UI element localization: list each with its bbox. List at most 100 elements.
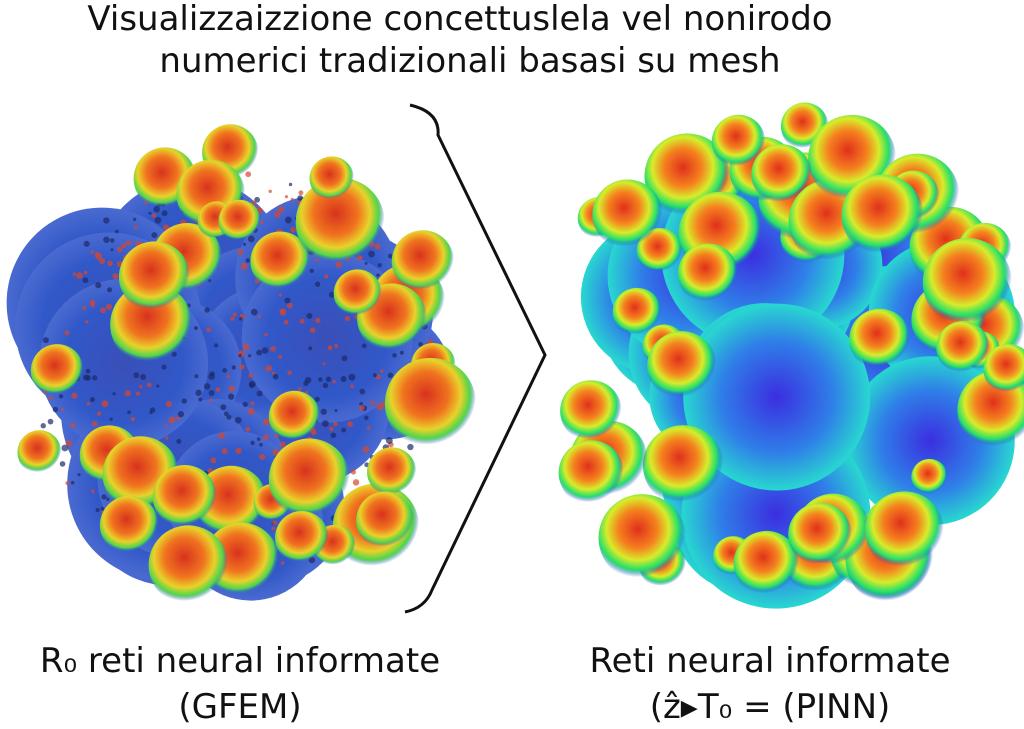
mesh-dot — [341, 355, 348, 362]
mesh-dot — [329, 426, 334, 432]
mesh-dot — [362, 446, 370, 453]
mesh-dot — [230, 316, 235, 321]
lobe — [250, 231, 311, 292]
lobe — [275, 510, 329, 565]
mesh-dot — [109, 417, 113, 421]
mesh-dot — [334, 408, 338, 413]
mesh-dot — [116, 246, 123, 253]
lobe — [17, 430, 62, 475]
title-line: numerici tradizionali basasi su mesh — [159, 41, 780, 81]
mesh-dot — [242, 401, 248, 408]
mesh-dot — [96, 411, 102, 416]
mesh-dot — [237, 249, 244, 256]
mesh-dot — [330, 432, 337, 439]
mesh-dot — [177, 411, 185, 418]
mesh-dot — [198, 397, 203, 402]
mesh-dot — [245, 426, 251, 432]
mesh-dot — [149, 410, 153, 415]
mesh-dot — [334, 344, 339, 348]
mesh-dot — [42, 337, 49, 344]
lobe — [391, 230, 454, 293]
mesh-dot — [133, 217, 137, 221]
lobe — [295, 177, 385, 267]
panel-label: (GFEM) — [178, 687, 301, 727]
mesh-dot — [83, 240, 90, 247]
lobe — [218, 199, 261, 243]
mesh-dot — [91, 421, 98, 427]
mesh-dot — [95, 252, 103, 260]
mesh-dot — [387, 253, 393, 259]
mesh-dot — [333, 422, 338, 427]
mesh-dot — [168, 416, 176, 424]
mesh-dot — [359, 401, 364, 406]
mesh-dot — [125, 240, 132, 246]
lobe — [647, 331, 717, 401]
lobe — [309, 156, 354, 201]
mesh-dot — [59, 461, 66, 467]
mesh-dot — [278, 354, 283, 359]
mesh-dot — [151, 213, 157, 218]
mesh-dot — [85, 368, 91, 374]
mesh-dot — [242, 343, 250, 351]
mesh-dot — [176, 438, 182, 444]
mesh-dot — [133, 372, 140, 379]
lobe — [911, 458, 948, 496]
mesh-dot — [364, 415, 369, 421]
lobe — [936, 321, 990, 375]
mesh-dot — [92, 375, 98, 381]
mesh-dot — [101, 400, 109, 408]
mesh-dot — [112, 392, 116, 396]
mesh-dot — [322, 362, 326, 366]
lobe — [99, 495, 159, 555]
mesh-dot — [304, 390, 309, 395]
lobe — [983, 343, 1024, 395]
mesh-dot — [377, 263, 382, 268]
mesh-dot — [95, 282, 102, 289]
mesh-dot — [248, 380, 256, 388]
mesh-dot — [70, 422, 76, 428]
mesh-dot — [277, 206, 285, 213]
mesh-dot — [135, 391, 141, 396]
mesh-dot — [101, 494, 107, 500]
mesh-dot — [176, 416, 181, 421]
mesh-dot — [288, 182, 293, 187]
mesh-dot — [208, 390, 215, 396]
mesh-dot — [65, 439, 73, 447]
lobe — [865, 491, 944, 571]
lobe — [751, 144, 812, 205]
mesh-dot — [350, 384, 354, 389]
mesh-dot — [256, 437, 261, 441]
mesh-dot — [385, 437, 393, 444]
mesh-dot — [320, 408, 327, 415]
mesh-dot — [121, 243, 127, 249]
mesh-dot — [100, 506, 105, 511]
mesh-dot — [341, 427, 347, 433]
mesh-dot — [327, 345, 333, 351]
mesh-dot — [306, 312, 313, 319]
mesh-dot — [261, 347, 269, 354]
mesh-dot — [284, 297, 291, 304]
mesh-dot — [77, 473, 81, 477]
mesh-dot — [318, 377, 323, 382]
mesh-dot — [130, 416, 136, 422]
lobe — [849, 308, 911, 371]
mesh-dot — [297, 195, 303, 201]
mesh-dot — [328, 291, 336, 298]
panel-label: (ẑ▸T₀ = (PINN) — [650, 687, 891, 727]
mesh-dot — [309, 327, 316, 333]
mesh-dot — [271, 526, 276, 531]
lobe — [841, 174, 924, 257]
mesh-dot — [234, 416, 242, 424]
mesh-dot — [280, 561, 285, 565]
mesh-dot — [366, 425, 371, 430]
mesh-dot — [274, 211, 281, 218]
panel-label: R₀ reti neural informate — [40, 641, 440, 681]
mesh-dot — [61, 444, 69, 452]
mesh-dot — [284, 216, 292, 224]
mesh-dot — [209, 398, 213, 402]
mesh-dot — [239, 317, 243, 321]
mesh-dot — [322, 420, 329, 427]
mesh-dot — [361, 343, 367, 349]
mesh-dot — [112, 273, 119, 280]
